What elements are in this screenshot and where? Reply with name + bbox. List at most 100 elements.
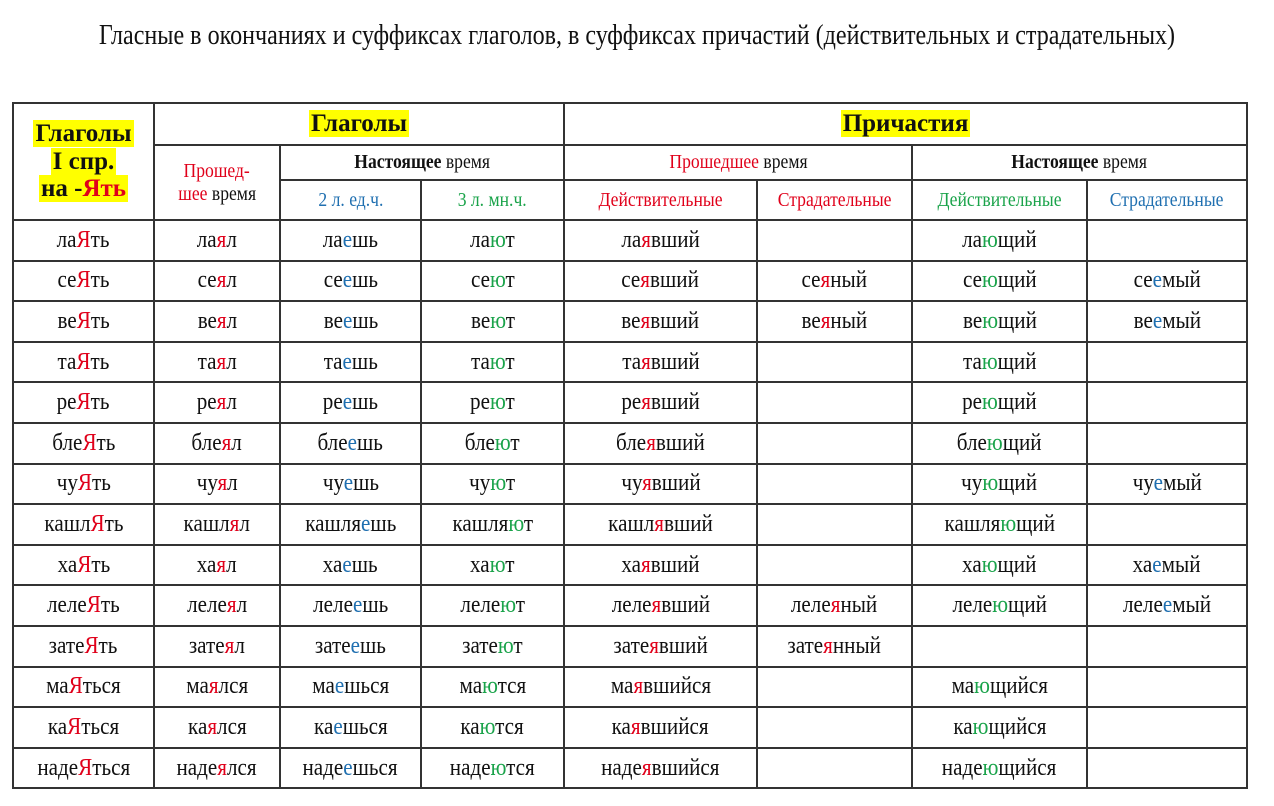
cell-participle-past-passive: лелеяный — [756, 584, 914, 627]
word-part: мый — [1162, 551, 1201, 578]
cell-present-2sg: лаешь — [279, 219, 422, 262]
highlighted-letter: Я — [77, 470, 92, 497]
word-part: щий — [997, 307, 1037, 334]
cell-participle-present-active: лающий — [911, 219, 1089, 262]
table-row: таЯть таял таешь тают таявший тающий — [12, 340, 1249, 384]
cell-participle-past-active: хаявший — [563, 543, 759, 587]
word-part: л — [231, 429, 243, 456]
word-part: ма — [610, 673, 633, 700]
word-part: ный — [840, 592, 878, 619]
word-part: ха — [197, 551, 217, 578]
cell-participle-past-passive: затеянный — [756, 624, 914, 668]
cell-present-2sg: маешься — [279, 665, 422, 709]
highlighted-letter: ю — [489, 307, 506, 334]
highlighted-letter: я — [631, 713, 642, 740]
word-part: вшийся — [641, 713, 709, 740]
cell-present-2sg: блеешь — [279, 421, 422, 465]
word-part: т — [505, 226, 515, 253]
word-part: вший — [650, 226, 700, 253]
highlighted-letter: Я — [76, 307, 91, 334]
cell-participle-present-active: надеющийся — [911, 746, 1089, 790]
highlighted-letter: е — [342, 226, 353, 253]
word-part: се — [323, 267, 343, 294]
word-part: леле — [791, 592, 832, 619]
highlighted-letter: Я — [84, 632, 99, 659]
cell-participle-past-active: таявший — [563, 340, 759, 384]
cell-present-2sg: сеешь — [279, 259, 422, 303]
word-part: ться — [81, 713, 120, 740]
cell-participle-past-active: сеявший — [563, 259, 759, 303]
cell-participle-past-passive — [756, 340, 914, 384]
word-part: шь — [351, 267, 378, 294]
header-present-active-label: Действительные — [937, 188, 1062, 211]
word-part: л — [226, 226, 238, 253]
highlighted-letter: е — [1153, 470, 1163, 497]
highlighted-letter: я — [216, 348, 227, 375]
cell-participle-past-passive — [756, 462, 914, 506]
highlighted-letter: ю — [500, 592, 516, 619]
highlighted-letter: я — [654, 510, 665, 537]
cell-present-2sg: таешь — [279, 340, 422, 384]
word-part: наде — [601, 754, 643, 781]
cell-present-2sg: затеешь — [279, 624, 422, 668]
word-part: тся — [495, 713, 525, 740]
word-part: вший — [650, 307, 700, 334]
highlighted-letter: ю — [987, 429, 1004, 456]
word-part: вшийся — [642, 673, 711, 700]
cell-past: блеял — [153, 421, 281, 465]
highlighted-letter: я — [224, 632, 235, 659]
word-part: ть — [91, 470, 111, 497]
highlighted-letter: е — [350, 632, 361, 659]
word-part: ла — [322, 226, 343, 253]
word-part: леле — [312, 592, 353, 619]
cell-participle-present-passive: чуемый — [1086, 462, 1249, 506]
word-part: ве — [57, 307, 77, 334]
word-part: л — [226, 389, 238, 416]
word-part: мый — [1161, 307, 1201, 334]
highlighted-letter: е — [342, 267, 352, 294]
word-part: чу — [1132, 470, 1154, 497]
word-part: лся — [216, 713, 247, 740]
highlighted-letter: ю — [981, 267, 998, 294]
word-part: т — [523, 510, 533, 537]
cell-past: веял — [153, 300, 281, 343]
word-part: т — [505, 307, 515, 334]
word-part: бле — [317, 429, 348, 456]
cell-present-3pl: веют — [419, 300, 566, 343]
word-part: шь — [351, 348, 378, 375]
cell-present-3pl: надеются — [419, 746, 566, 790]
word-part: вший — [656, 429, 705, 456]
highlighted-letter: я — [217, 470, 227, 497]
word-part: шься — [343, 673, 389, 700]
cell-infinitive: лаЯть — [12, 219, 155, 262]
word-part: т — [515, 592, 525, 619]
word-part: кашл — [183, 510, 230, 537]
word-part: ре — [57, 389, 77, 416]
cell-participle-present-passive — [1086, 706, 1249, 749]
cell-participle-present-active: сеющий — [911, 259, 1089, 303]
highlighted-letter: ю — [498, 632, 514, 659]
word-part: чу — [196, 470, 218, 497]
word-part: леле — [460, 592, 501, 619]
word-part: ха — [962, 551, 983, 578]
word-part: се — [801, 267, 821, 294]
header-3pl: 3 л. мн.ч. — [419, 179, 566, 221]
header-verb-past-line2a: шее — [178, 182, 208, 205]
word-part: зате — [613, 632, 650, 659]
cell-infinitive: блеЯть — [12, 421, 155, 465]
cell-participle-present-active: хающий — [911, 543, 1089, 587]
cell-infinitive: кашлЯть — [12, 503, 155, 546]
highlighted-letter: я — [646, 429, 657, 456]
header-participle-past: Прошедшее время — [563, 144, 914, 181]
cell-present-3pl: маются — [419, 665, 566, 709]
highlighted-letter: ю — [489, 551, 506, 578]
highlighted-letter: Я — [67, 713, 82, 740]
word-part: ха — [323, 551, 343, 578]
word-part: ве — [470, 307, 490, 334]
cell-infinitive: чуЯть — [12, 462, 155, 506]
cell-participle-past-active: чуявший — [563, 462, 759, 506]
cell-participle-past-passive — [756, 746, 914, 790]
word-part: л — [226, 267, 237, 294]
word-part: кашл — [608, 510, 655, 537]
word-part: леле — [1123, 592, 1163, 619]
